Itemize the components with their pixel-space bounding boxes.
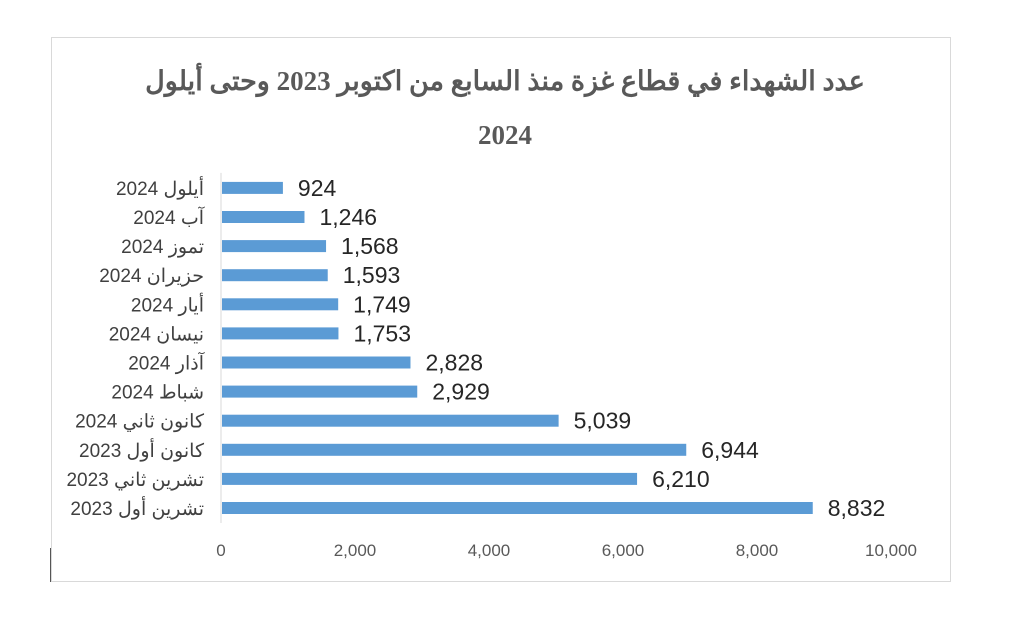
x-tick-label: 6,000 <box>602 541 645 560</box>
data-label: 2,929 <box>432 379 490 405</box>
x-tick-label: 0 <box>216 541 225 560</box>
bar <box>222 269 328 282</box>
data-label: 8,832 <box>828 495 886 521</box>
category-label: تموز 2024 <box>121 237 204 258</box>
bar <box>222 327 339 340</box>
x-tick-label: 10,000 <box>865 541 917 560</box>
category-label: آذار 2024 <box>128 352 204 375</box>
x-tick-label: 8,000 <box>736 541 779 560</box>
data-label: 6,944 <box>701 437 759 463</box>
category-label: كانون أول 2023 <box>79 437 205 462</box>
category-label: تشرين ثاني 2023 <box>66 470 204 491</box>
category-label: تشرين أول 2023 <box>70 495 204 520</box>
data-label: 1,568 <box>341 233 399 259</box>
data-label: 6,210 <box>652 466 710 492</box>
bar <box>222 414 559 427</box>
data-label: 1,749 <box>353 291 411 317</box>
frame-edge-mark <box>50 548 51 582</box>
category-label: أيلول 2024 <box>116 175 204 200</box>
category-label: آب 2024 <box>133 206 204 229</box>
category-label: نيسان 2024 <box>109 324 204 345</box>
bar <box>222 298 339 311</box>
bar <box>222 356 411 369</box>
category-label: شباط 2024 <box>111 383 204 404</box>
bar <box>222 240 327 253</box>
bar <box>222 211 305 223</box>
category-label: حزيران 2024 <box>99 266 204 287</box>
data-label: 1,593 <box>343 262 401 288</box>
x-tick-label: 2,000 <box>334 541 377 560</box>
category-label: كانون ثاني 2024 <box>75 412 205 433</box>
data-label: 1,753 <box>353 320 411 346</box>
data-label: 1,246 <box>319 204 377 230</box>
bar <box>222 385 418 398</box>
data-label: 5,039 <box>574 408 632 434</box>
bar <box>222 502 813 514</box>
chart-area <box>51 37 951 582</box>
bar <box>222 443 687 456</box>
bar <box>222 181 283 194</box>
x-tick-label: 4,000 <box>468 541 511 560</box>
chart-title: عدد الشهداء في قطاع غزة منذ السابع من اك… <box>145 66 865 150</box>
data-label: 2,828 <box>425 350 483 376</box>
data-label: 924 <box>298 175 337 201</box>
bar <box>222 472 638 485</box>
category-label: أيار 2024 <box>131 291 204 316</box>
